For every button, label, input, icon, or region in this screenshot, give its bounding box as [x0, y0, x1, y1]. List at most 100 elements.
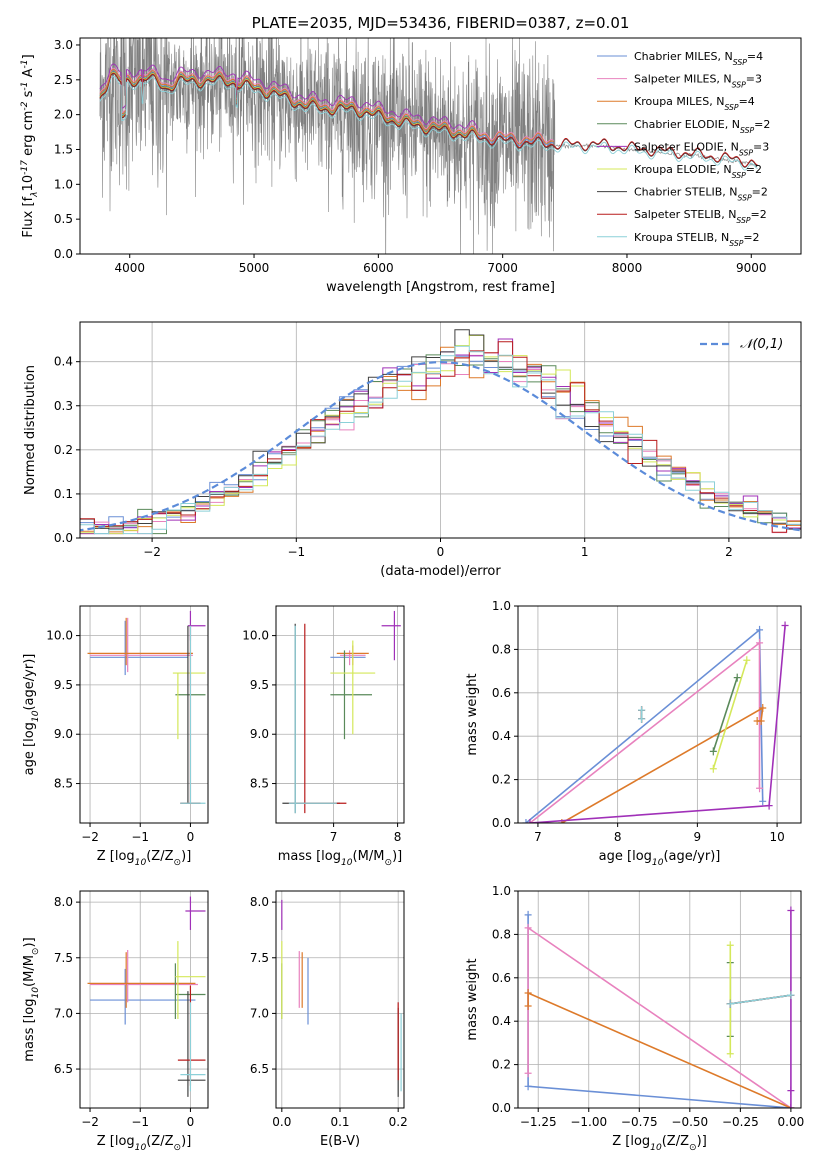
weight-plot-area — [522, 621, 789, 823]
weight-marker — [765, 801, 773, 810]
x-tick-label: 10 — [769, 830, 784, 844]
y-tick-label: 0.2 — [492, 773, 511, 787]
y-tick-label: 1.5 — [54, 142, 73, 156]
weight-marker — [753, 717, 761, 726]
plot-frame — [79, 37, 802, 255]
weight-marker — [524, 910, 532, 919]
weight-marker — [709, 764, 717, 773]
y-tick-label: 8.5 — [250, 777, 269, 791]
y-tick-label: 8.0 — [54, 895, 73, 909]
y-tick-label: 0.6 — [492, 686, 511, 700]
y-tick-label: 7.0 — [250, 1006, 269, 1020]
model-spectrum-line — [99, 69, 554, 145]
weight-line — [527, 914, 791, 1108]
x-tick-label: 0.2 — [389, 1115, 408, 1129]
y-tick-label: 7.5 — [54, 951, 73, 965]
x-tick-label: 0 — [187, 830, 195, 844]
y-tick-label: 3.0 — [54, 38, 73, 52]
y-tick-label: 0.8 — [492, 642, 511, 656]
weight-plot-area — [524, 906, 795, 1108]
x-tick-label: −1.25 — [520, 1115, 557, 1129]
plot-frame — [517, 890, 802, 1109]
plot-frame — [275, 890, 405, 1109]
errorbar-plot-area — [282, 610, 401, 814]
weight-marker — [787, 991, 795, 1000]
legend-entry: Chabrier STELIB, NSSP=2 — [634, 186, 768, 203]
plot-frame — [79, 321, 802, 539]
legend-entry: Kroupa STELIB, NSSP=2 — [634, 231, 760, 248]
plot-frame — [517, 605, 802, 824]
model-spectrum-line — [99, 63, 479, 129]
weight-marker — [526, 819, 534, 823]
y-tick-label: 0.0 — [54, 247, 73, 261]
weight-line — [712, 677, 738, 752]
weight-line — [527, 926, 792, 1108]
x-tick-label: −1.00 — [570, 1115, 607, 1129]
spectrum-plot-area — [99, 38, 758, 254]
x-tick-label: 0.00 — [778, 1115, 805, 1129]
x-tick-label: −2 — [81, 1115, 99, 1129]
normal-curve — [80, 360, 801, 532]
weight-marker — [524, 988, 532, 997]
x-tick-label: 0 — [187, 1115, 195, 1129]
y-tick-label: 6.5 — [250, 1062, 269, 1076]
legend-entry: 𝒩(0,1) — [740, 337, 783, 352]
mass-vs-ebv-panel: 0.0 0.1 0.2 6.5 7.0 7.5 8.0 E(B-V) — [250, 890, 408, 1149]
weight-line — [712, 660, 748, 770]
weight-marker — [787, 1104, 795, 1108]
plot-frame — [79, 890, 209, 1109]
x-tick-label: 5000 — [239, 261, 270, 275]
legend-entry: Chabrier ELODIE, NSSP=2 — [634, 118, 770, 135]
y-tick-label: 0.4 — [492, 1014, 511, 1028]
y-tick-label: 0.4 — [492, 729, 511, 743]
x-tick-label: −1 — [131, 830, 149, 844]
weight-marker — [726, 999, 734, 1008]
y-tick-label: 7.5 — [250, 951, 269, 965]
y-axis-label: age [log10(age/yr)] — [22, 654, 41, 776]
x-axis-label: age [log10(age/yr)] — [599, 849, 721, 868]
weight-marker — [726, 1049, 734, 1058]
y-axis-label: mass [log10(M/M⊙)] — [22, 937, 41, 1061]
errorbar-plot-area — [87, 896, 206, 1097]
y-tick-label: 0.3 — [54, 399, 73, 413]
age-vs-mass-panel: 7 8 8.5 9.0 9.5 10.0 mass [log10(M/M⊙)] — [242, 605, 405, 868]
y-tick-label: 0.6 — [492, 971, 511, 985]
x-axis-label: Z [log10(Z/Z⊙)] — [97, 1134, 192, 1153]
weight-marker — [787, 1086, 795, 1095]
y-tick-label: 1.0 — [492, 884, 511, 898]
x-tick-label: 0.1 — [330, 1115, 349, 1129]
weight-marker — [759, 703, 767, 712]
y-tick-label: 1.0 — [492, 599, 511, 613]
x-axis-label: mass [log10(M/M⊙)] — [278, 849, 402, 868]
weight-marker — [524, 923, 532, 932]
legend-entry: Salpeter STELIB, NSSP=2 — [634, 208, 767, 225]
x-tick-label: 1 — [581, 545, 589, 559]
spectrum-panel: PLATE=2035, MJD=53436, FIBERID=0387, z=0… — [20, 14, 802, 295]
weight-marker — [638, 706, 646, 715]
y-tick-label: 0.0 — [492, 1101, 511, 1115]
y-tick-label: 1.0 — [54, 177, 73, 191]
x-tick-label: 8000 — [612, 261, 643, 275]
y-tick-label: 10.0 — [242, 629, 269, 643]
x-tick-label: 8 — [394, 830, 402, 844]
weight-vs-age-panel: 7 8 9 10 0.0 0.2 0.4 0.6 0.8 1.0 age [log10(age/yr… — [465, 599, 802, 868]
model-spectrum-line — [99, 76, 758, 171]
model-spectrum-line — [99, 67, 554, 144]
weight-marker — [524, 1082, 532, 1091]
x-axis-label: Z [log10(Z/Z⊙)] — [97, 849, 192, 868]
residuals-panel: −2 −1 0 1 2 0.0 0.1 0.2 0.3 0.4 (data-model)/error… — [23, 321, 802, 579]
weight-marker — [759, 797, 767, 806]
y-tick-label: 9.5 — [54, 678, 73, 692]
y-tick-label: 0.4 — [54, 355, 73, 369]
residual-plot-area — [80, 329, 801, 535]
y-tick-label: 8.0 — [250, 895, 269, 909]
legend-entry: Salpeter MILES, NSSP=3 — [634, 73, 762, 90]
x-axis-label: E(B-V) — [320, 1134, 360, 1149]
x-axis-label: wavelength [Angstrom, rest frame] — [326, 280, 555, 295]
y-tick-label: 6.5 — [54, 1062, 73, 1076]
x-axis-label: (data-model)/error — [380, 564, 501, 579]
weight-marker — [733, 673, 741, 682]
x-tick-label: −1 — [287, 545, 305, 559]
y-axis-label: Normed distribution — [23, 365, 38, 495]
